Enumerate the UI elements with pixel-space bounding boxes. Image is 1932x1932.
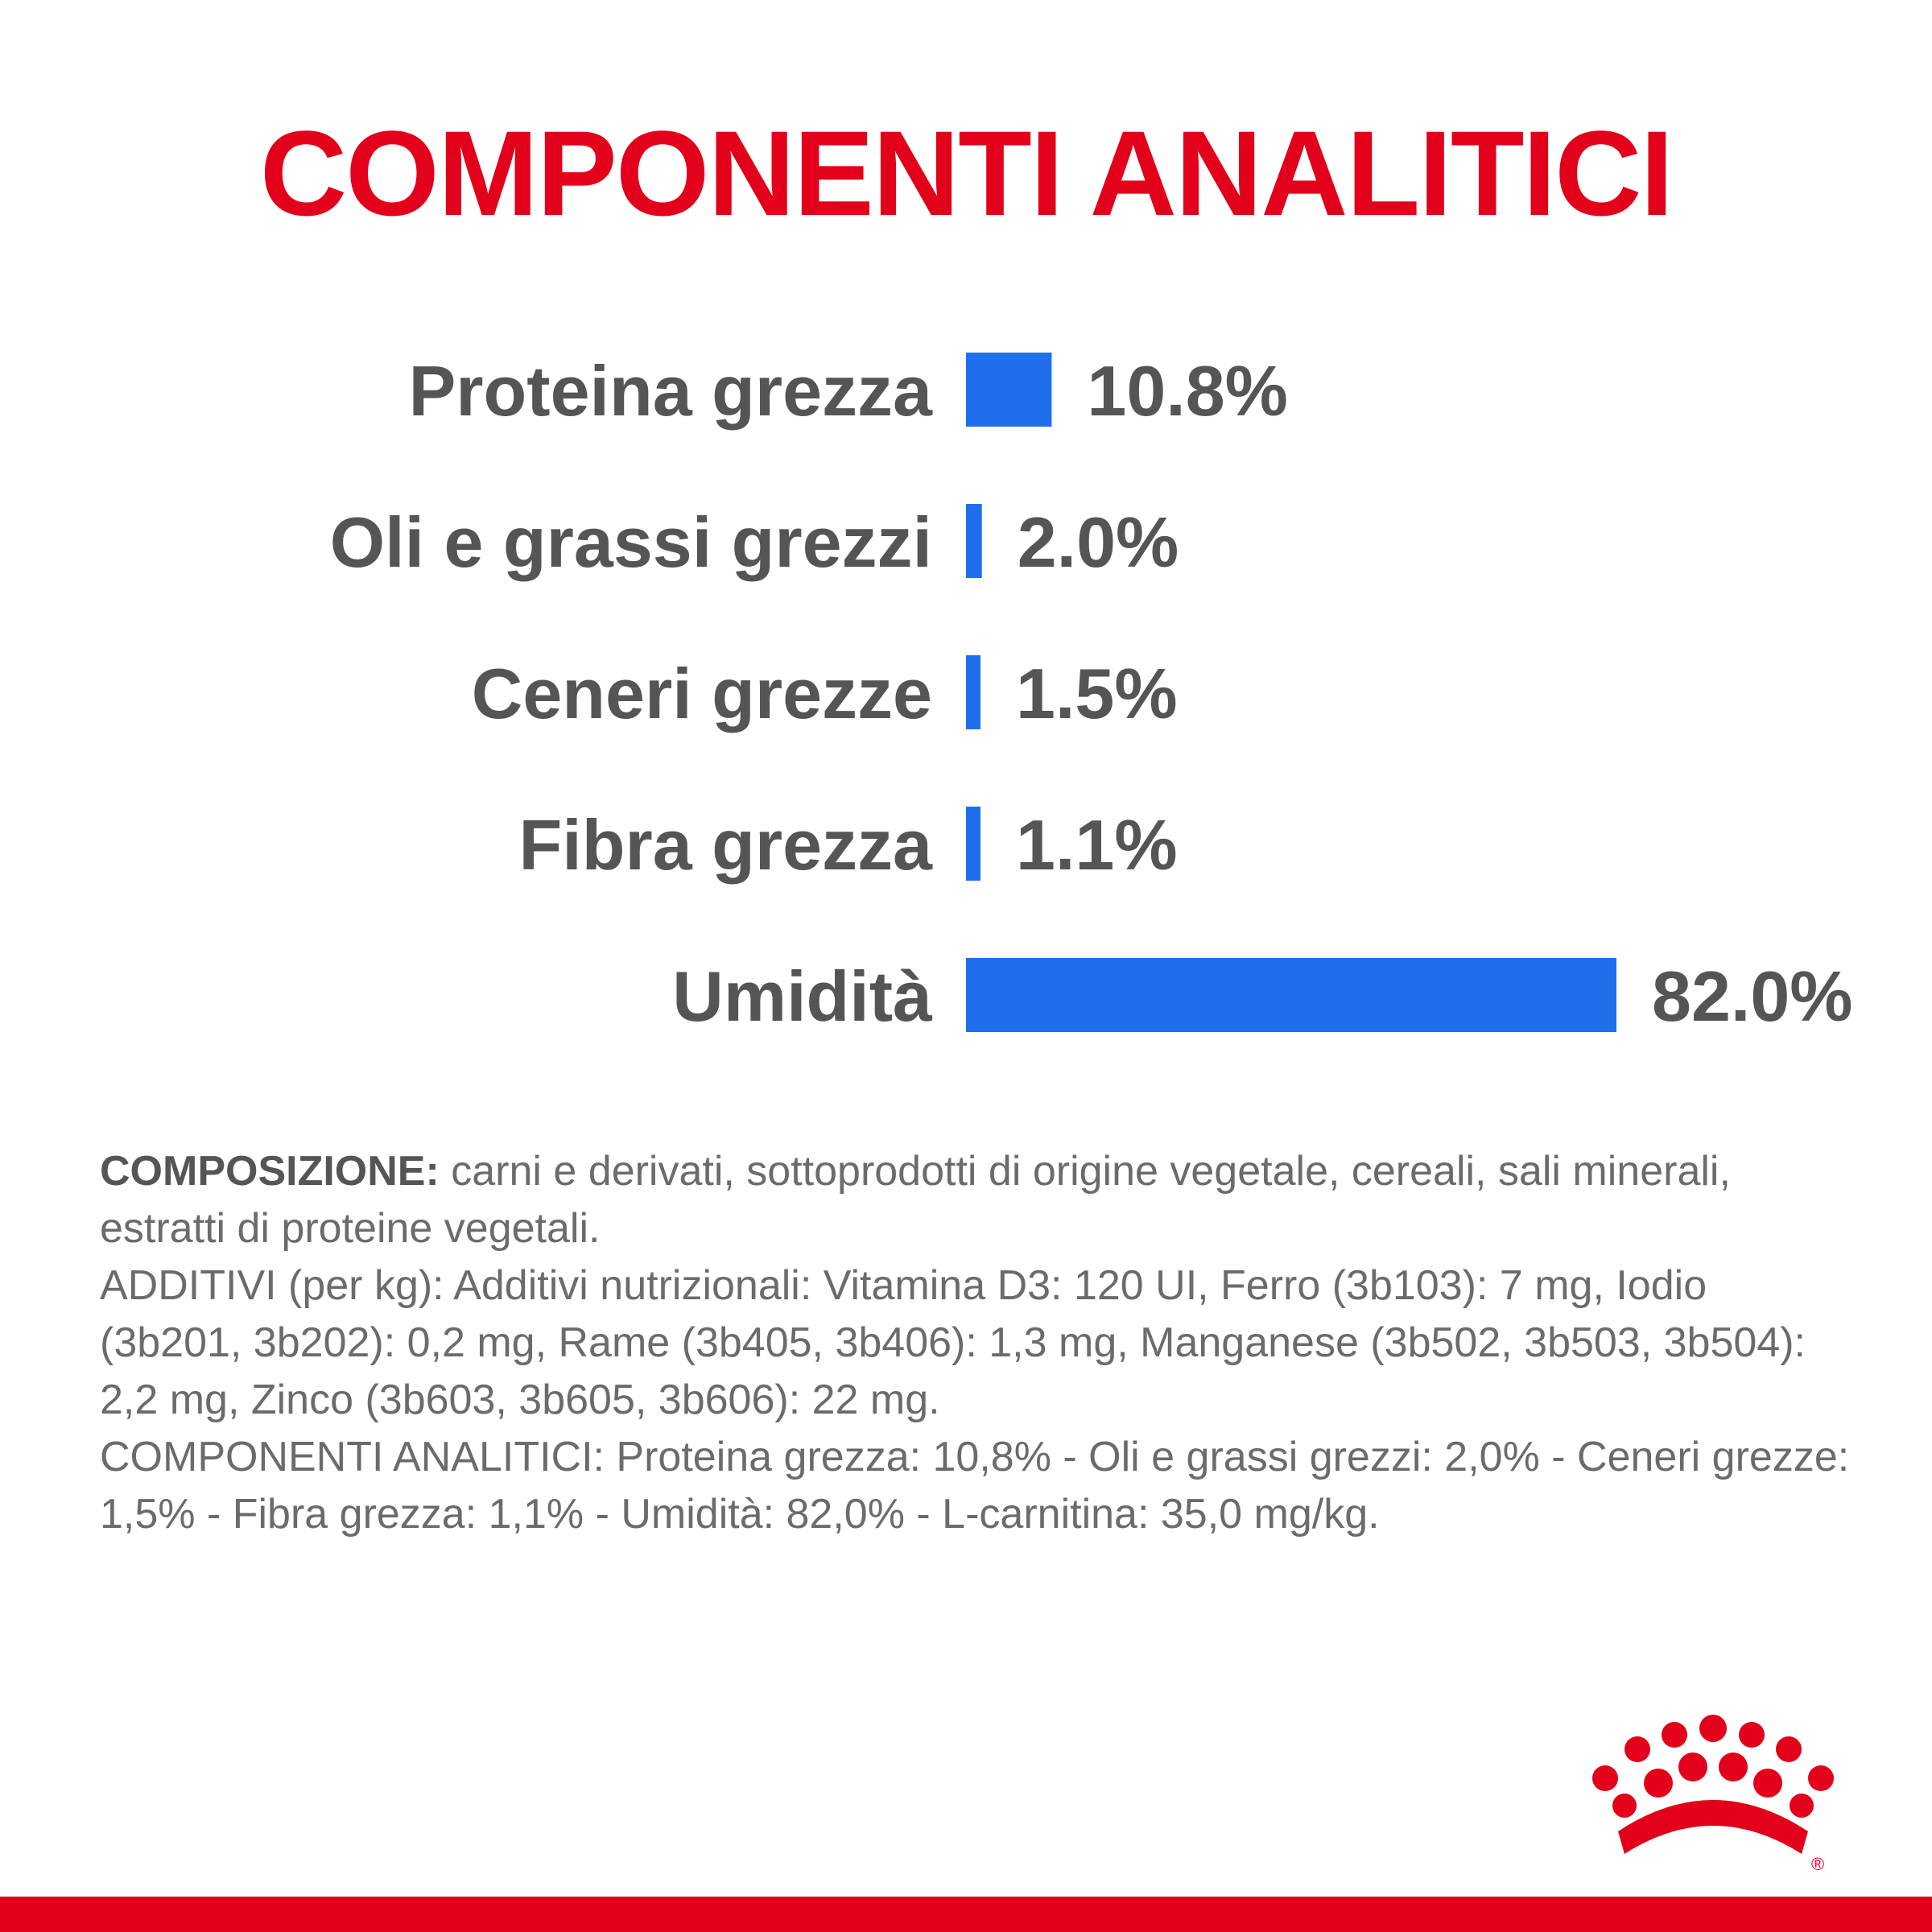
crown-dot [1678,1752,1707,1781]
crown-base-arc [1618,1800,1808,1854]
composition-paragraph: COMPOSIZIONE: carni e derivati, sottopro… [100,1143,1855,1257]
value-label: 2.0% [1018,502,1179,582]
category-label: Fibra grezza [519,805,934,885]
crown-dot [1592,1765,1618,1791]
value-label: 82.0% [1652,956,1853,1036]
composition-heading: COMPOSIZIONE: [100,1148,440,1195]
additives-paragraph: ADDITIVI (per kg): Additivi nutrizionali… [100,1262,1806,1423]
category-label: Umidità [672,956,933,1036]
crown-dot [1612,1794,1637,1818]
value-label: 1.5% [1016,654,1178,733]
analytical-components-bar-chart: Proteina grezza 10.8% Oli e grassi grezzi 2… [330,351,1853,1036]
value-label: 1.1% [1016,805,1178,885]
bar [966,807,980,881]
crown-dot [1644,1769,1673,1798]
bar [966,504,982,578]
crown-dot [1753,1769,1782,1798]
crown-dot [1739,1722,1765,1748]
registered-mark: ® [1811,1854,1824,1874]
crown-dot [1776,1736,1802,1762]
bar [966,958,1616,1032]
analytical-paragraph: COMPONENTI ANALITICI: Proteina grezza: 1… [100,1434,1850,1538]
crown-dot [1699,1715,1727,1742]
crown-dot [1808,1765,1834,1791]
crown-dots [1592,1715,1834,1818]
category-label: Oli e grassi grezzi [330,502,932,582]
royal-canin-crown-logo: ® [1592,1715,1834,1874]
page-title: COMPONENTI ANALITICI [259,105,1674,241]
bar [966,655,980,729]
bar [966,353,1052,427]
category-label: Proteina grezza [409,351,933,431]
crown-dot [1662,1722,1687,1748]
value-label: 10.8% [1087,351,1288,431]
category-label: Ceneri grezze [472,654,932,733]
footer-red-band [0,1897,1932,1932]
crown-dot [1790,1794,1814,1818]
crown-dot [1624,1736,1650,1762]
composition-ingredients: carni e derivati, sottoprodotti di origi… [100,1148,1731,1252]
composition-text: COMPOSIZIONE: carni e derivati, sottopro… [100,1143,1855,1543]
crown-dot [1719,1752,1748,1781]
